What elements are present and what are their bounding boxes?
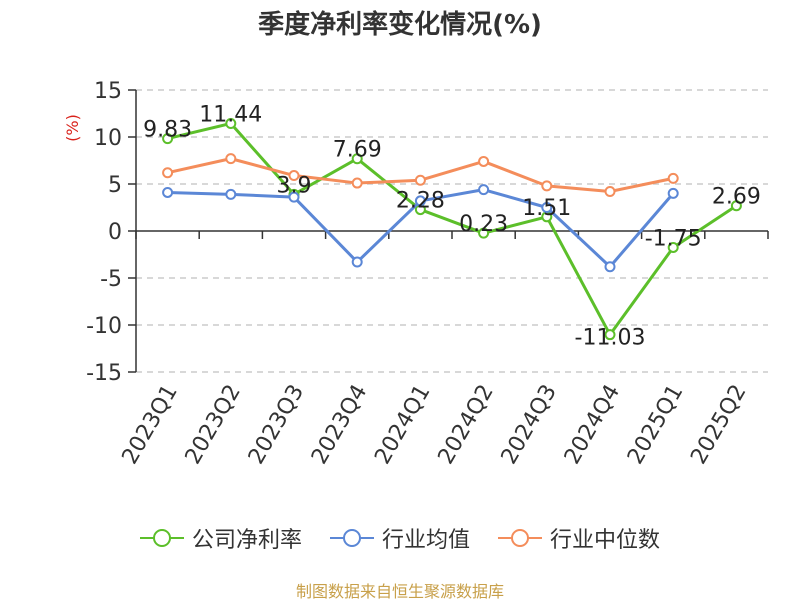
data-point bbox=[478, 227, 490, 239]
legend-item-industry-mean[interactable]: 行业均值 bbox=[329, 522, 470, 554]
x-tick-label: 2024Q1 bbox=[370, 381, 435, 469]
data-point bbox=[667, 241, 679, 253]
data-point bbox=[351, 177, 363, 189]
data-point bbox=[351, 153, 363, 165]
data-point bbox=[604, 329, 616, 341]
y-tick-label: -10 bbox=[86, 314, 122, 339]
data-labels: 9.83 11.44 3.9 7.69 2.28 0.23 1.51 -11.03 -1.75 2… bbox=[143, 102, 761, 350]
legend-marker-icon bbox=[329, 529, 374, 547]
y-tick-label: 10 bbox=[94, 126, 122, 151]
data-label: 2.28 bbox=[396, 189, 445, 214]
legend-label: 行业均值 bbox=[381, 528, 470, 553]
data-point bbox=[730, 200, 742, 212]
data-point bbox=[225, 117, 237, 129]
x-tick-label: 2023Q4 bbox=[307, 381, 372, 469]
y-tick-label: -5 bbox=[100, 267, 122, 292]
legend-label: 行业中位数 bbox=[550, 528, 661, 553]
x-tick-label: 2024Q3 bbox=[497, 381, 562, 469]
legend-item-company[interactable]: 公司净利率 bbox=[139, 522, 302, 554]
data-label: 1.51 bbox=[522, 196, 571, 221]
x-tick-label: 2023Q2 bbox=[181, 381, 246, 469]
x-tick-label: 2024Q2 bbox=[433, 381, 498, 469]
data-label: 3.9 bbox=[277, 173, 312, 198]
y-tick-label: 15 bbox=[94, 79, 122, 104]
data-label: -11.03 bbox=[575, 326, 646, 351]
data-point bbox=[225, 153, 237, 165]
data-point bbox=[604, 186, 616, 198]
x-tick-label: 2023Q1 bbox=[117, 381, 182, 469]
y-tick-label: 0 bbox=[108, 220, 122, 245]
x-tick-label: 2025Q2 bbox=[686, 381, 751, 469]
data-point bbox=[667, 172, 679, 184]
legend-item-industry-median[interactable]: 行业中位数 bbox=[498, 522, 660, 554]
data-point bbox=[541, 202, 553, 213]
x-tick-label: 2024Q4 bbox=[560, 381, 625, 469]
x-tick-label: 2023Q3 bbox=[244, 381, 309, 469]
data-label: -1.75 bbox=[645, 226, 702, 251]
legend: 公司净利率 行业均值 行业中位数 bbox=[0, 522, 800, 554]
legend-marker-icon bbox=[498, 529, 542, 547]
data-point bbox=[288, 191, 300, 203]
data-point bbox=[351, 256, 363, 268]
series-lines bbox=[162, 117, 742, 341]
data-point bbox=[541, 180, 553, 192]
data-point bbox=[478, 184, 490, 196]
data-point bbox=[162, 133, 174, 145]
data-point bbox=[604, 261, 616, 273]
data-label: 9.83 bbox=[143, 118, 192, 143]
y-tick-label: -15 bbox=[86, 361, 122, 386]
chart-title: 季度净利率变化情况(%) bbox=[258, 10, 542, 40]
data-label: 0.23 bbox=[459, 212, 508, 237]
data-label: 2.69 bbox=[712, 185, 761, 210]
data-point bbox=[478, 155, 490, 167]
data-point bbox=[414, 174, 426, 186]
source-note: 制图数据来自恒生聚源数据库 bbox=[295, 582, 504, 601]
data-point bbox=[162, 167, 174, 179]
legend-marker-icon bbox=[139, 529, 184, 547]
data-label: 11.44 bbox=[199, 102, 262, 127]
series-line bbox=[167, 121, 738, 337]
legend-label: 公司净利率 bbox=[191, 528, 302, 553]
x-tick-label: 2025Q1 bbox=[623, 381, 688, 469]
data-label: 7.69 bbox=[333, 138, 382, 163]
data-point bbox=[667, 187, 679, 199]
data-point bbox=[162, 186, 174, 198]
y-axis-label: (%) bbox=[63, 114, 82, 142]
data-point bbox=[225, 188, 237, 200]
y-tick-label: 5 bbox=[108, 173, 122, 198]
data-point bbox=[288, 170, 300, 182]
data-point bbox=[414, 195, 426, 207]
